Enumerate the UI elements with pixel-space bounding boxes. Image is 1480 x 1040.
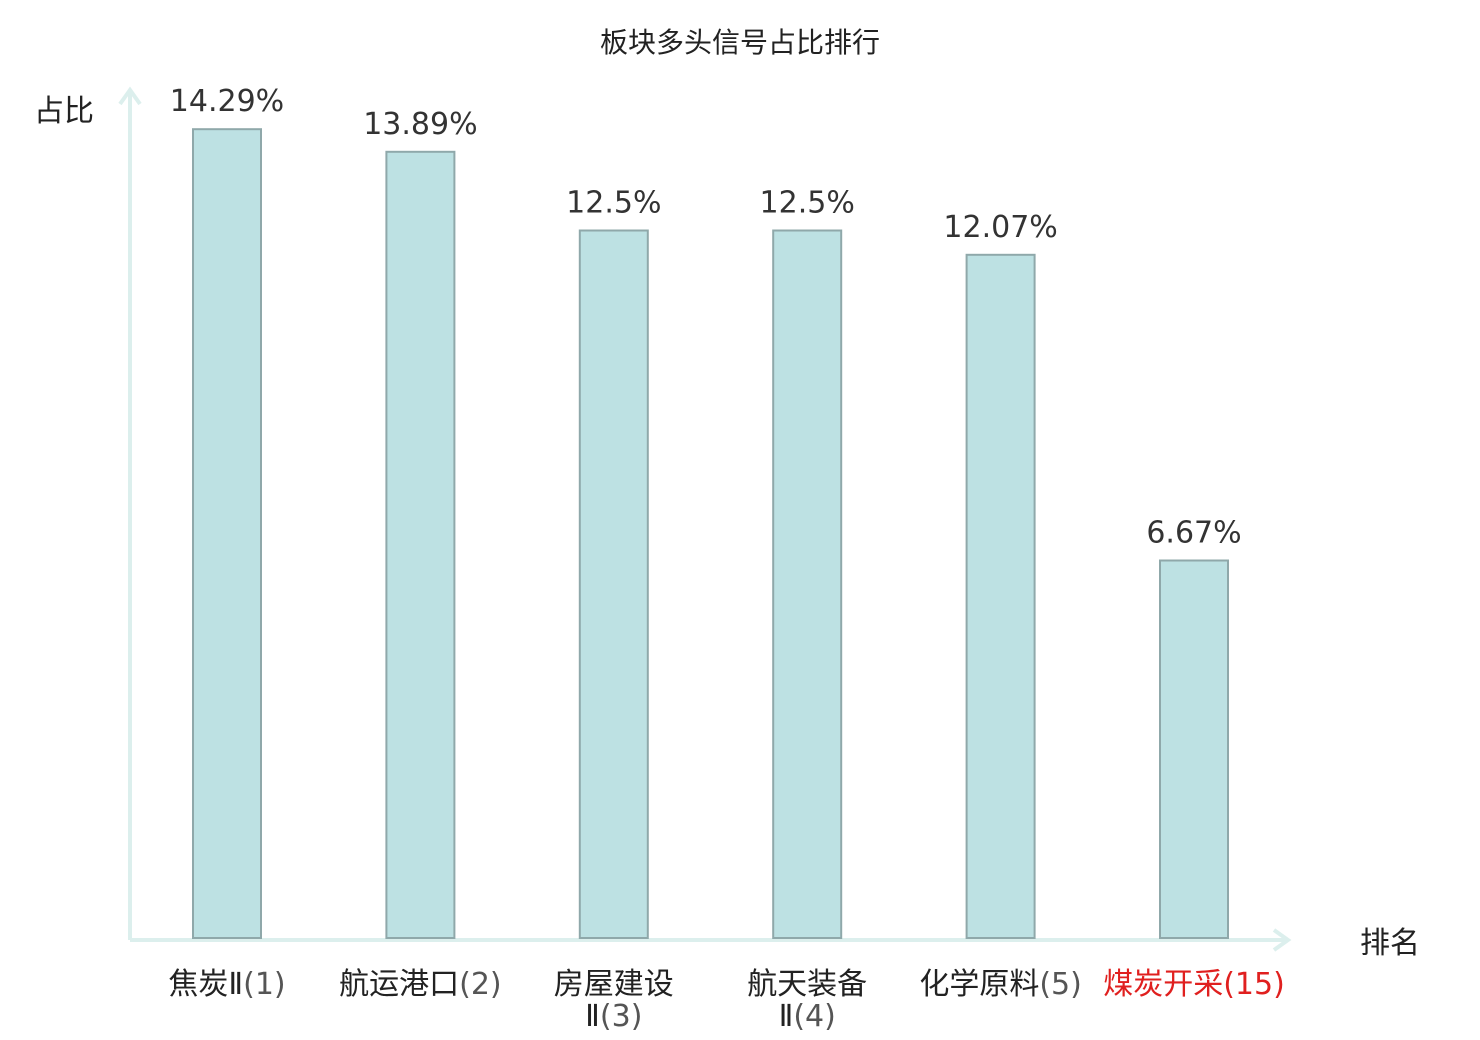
category-label-3-line-1: 房屋建设 [554, 967, 674, 1002]
category-label-5: 化学原料(5) [919, 967, 1082, 1002]
category-label-2: 航运港口(2) [339, 967, 502, 1002]
category-label-4-line-1: 航天装备 [747, 967, 867, 1002]
category-label-4-line-2: Ⅱ(4) [779, 999, 836, 1034]
value-label-5: 12.07% [943, 210, 1057, 245]
value-label-4: 12.5% [760, 186, 855, 221]
x-axis-arrow [1272, 928, 1292, 952]
category-label-6: 煤炭开采(15) [1103, 967, 1285, 1002]
bar-2 [385, 150, 456, 940]
bar-6 [1159, 559, 1229, 939]
value-label-1: 14.29% [170, 84, 284, 119]
bars-group [192, 128, 1229, 940]
value-labels-group: 14.29% 13.89% 12.5% 12.5% 12.07% 6.67% [170, 84, 1242, 550]
value-label-3: 12.5% [566, 186, 661, 221]
y-axis-arrow [118, 86, 142, 106]
category-label-3-line-2: Ⅱ(3) [585, 999, 642, 1034]
category-label-1: 焦炭Ⅱ(1) [168, 967, 285, 1002]
bar-4 [772, 229, 843, 939]
bar-1 [192, 128, 262, 939]
axes [118, 86, 1292, 952]
x-axis-label: 排名 [1360, 926, 1420, 961]
y-axis-label: 占比 [34, 94, 94, 129]
chart-title: 板块多头信号占比排行 [600, 26, 880, 59]
bar-5 [965, 253, 1036, 940]
value-label-6: 6.67% [1146, 516, 1241, 551]
value-label-2: 13.89% [363, 107, 477, 142]
bar-3 [578, 229, 649, 939]
